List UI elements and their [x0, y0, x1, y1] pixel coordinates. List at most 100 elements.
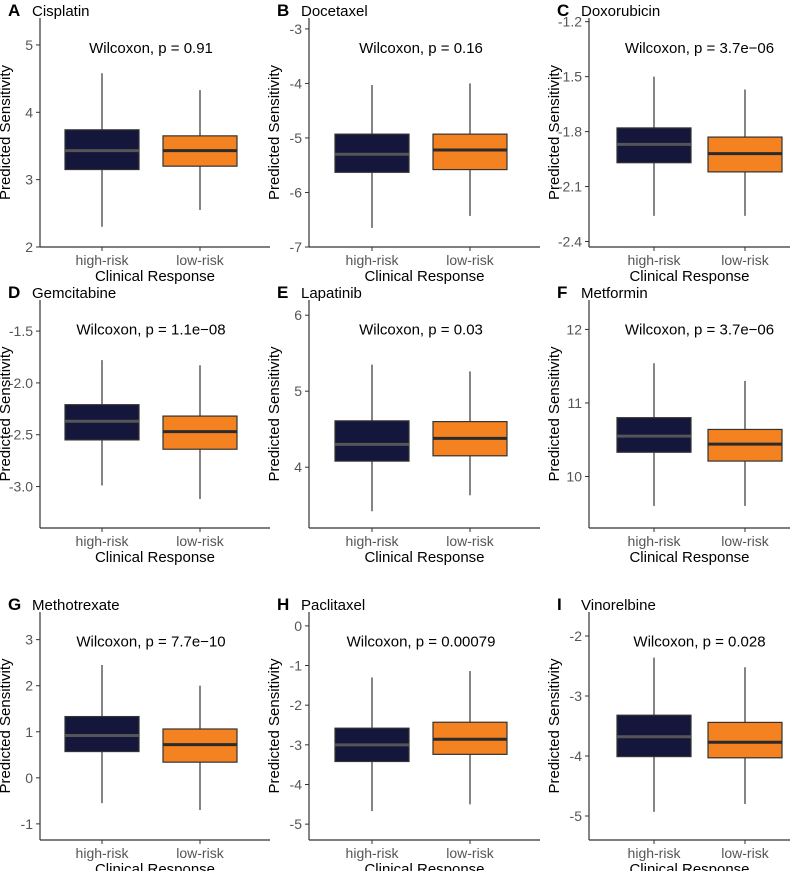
drug-title: Paclitaxel: [301, 597, 365, 614]
drug-title: Docetaxel: [301, 3, 368, 20]
y-tick-label: 10: [566, 469, 582, 485]
panel-d: D Gemcitabine Wilcoxon, p = 1.1e−08 -3.0 -2.…: [0, 283, 270, 566]
x-axis-label: Clinical Response: [95, 861, 215, 871]
box-low-risk: [432, 671, 508, 805]
box-high-risk: [64, 73, 140, 227]
wilcoxon-annotation: Wilcoxon, p = 0.16: [359, 40, 483, 57]
panel-letter: E: [277, 283, 288, 302]
x-tick-label: high-risk: [346, 252, 400, 268]
box-high-risk: [64, 360, 140, 486]
wilcoxon-annotation: Wilcoxon, p = 1.1e−08: [76, 322, 225, 339]
panel-letter: D: [8, 283, 20, 302]
y-tick-label: -5: [570, 808, 583, 824]
y-tick-label: -3: [290, 737, 303, 753]
y-tick-label: 0: [294, 618, 302, 634]
x-tick-label: low-risk: [446, 845, 494, 861]
wilcoxon-annotation: Wilcoxon, p = 0.91: [89, 40, 213, 57]
iqr-box: [334, 420, 410, 462]
box-low-risk: [707, 667, 783, 804]
panel-letter: F: [557, 283, 567, 302]
drug-title: Gemcitabine: [32, 285, 116, 302]
drug-title: Vinorelbine: [581, 597, 656, 614]
y-tick-label: 3: [25, 632, 33, 648]
iqr-box: [432, 133, 508, 171]
y-tick-label: 4: [25, 104, 33, 120]
y-tick-label: 2: [25, 678, 33, 694]
y-tick-label: -1: [290, 658, 303, 674]
panel-letter: G: [8, 595, 21, 614]
wilcoxon-annotation: Wilcoxon, p = 0.028: [633, 634, 765, 651]
panel-a: A Cisplatin Wilcoxon, p = 0.91 2 3 4 5 high-ris…: [0, 1, 270, 285]
box-high-risk: [616, 363, 692, 506]
x-tick-label: low-risk: [176, 845, 224, 861]
x-tick-label: high-risk: [628, 845, 682, 861]
y-axis-label: Predicted Sensitivity: [266, 64, 283, 200]
y-tick-label: -4: [290, 75, 303, 91]
box-low-risk: [162, 685, 238, 811]
x-axis-label: Clinical Response: [364, 549, 484, 566]
x-tick-label: low-risk: [176, 252, 224, 268]
wilcoxon-annotation: Wilcoxon, p = 3.7e−06: [625, 322, 774, 339]
panel-letter: I: [557, 595, 562, 614]
x-tick-label: high-risk: [346, 845, 400, 861]
drug-title: Metformin: [581, 285, 648, 302]
box-high-risk: [616, 76, 692, 216]
y-tick-label: -1.2: [558, 14, 582, 30]
y-tick-label: -7: [290, 239, 303, 255]
y-tick-label: 12: [566, 321, 582, 337]
y-tick-label: 0: [25, 770, 33, 786]
drug-title: Methotrexate: [32, 597, 120, 614]
x-tick-label: high-risk: [76, 252, 130, 268]
y-tick-label: -2: [290, 697, 303, 713]
panel-letter: B: [277, 1, 289, 20]
y-tick-label: -3: [570, 688, 583, 704]
y-tick-label: -4: [570, 748, 583, 764]
y-axis-label: Predicted Sensitivity: [266, 346, 283, 482]
box-high-risk: [334, 677, 410, 812]
y-tick-label: -1.5: [558, 69, 582, 85]
box-high-risk: [616, 657, 692, 812]
y-tick-label: 3: [25, 172, 33, 188]
box-low-risk: [707, 89, 783, 216]
wilcoxon-annotation: Wilcoxon, p = 7.7e−10: [76, 634, 225, 651]
y-axis-label: Predicted Sensitivity: [266, 658, 283, 794]
y-tick-label: -6: [290, 184, 303, 200]
x-axis-label: Clinical Response: [629, 861, 749, 871]
y-tick-label: 5: [294, 383, 302, 399]
y-tick-label: -1.8: [558, 124, 582, 140]
drug-title: Doxorubicin: [581, 3, 660, 20]
box-low-risk: [707, 380, 783, 506]
panel-f: F Metformin Wilcoxon, p = 3.7e−06 10 11 12 hig…: [546, 283, 790, 566]
y-tick-label: -2.1: [558, 179, 582, 195]
panel-letter: A: [8, 1, 20, 20]
x-tick-label: high-risk: [628, 252, 682, 268]
panel-e: E Lapatinib Wilcoxon, p = 0.03 4 5 6 high-risk…: [266, 283, 540, 566]
y-tick-label: -2: [570, 628, 583, 644]
panel-letter: C: [557, 1, 569, 20]
x-tick-label: high-risk: [628, 533, 682, 549]
y-tick-label: 5: [25, 37, 33, 53]
x-tick-label: high-risk: [346, 533, 400, 549]
wilcoxon-annotation: Wilcoxon, p = 0.03: [359, 322, 483, 339]
x-tick-label: low-risk: [176, 533, 224, 549]
y-tick-label: 6: [294, 307, 302, 323]
y-axis-label: Predicted Sensitivity: [0, 346, 14, 482]
box-high-risk: [334, 364, 410, 512]
y-axis-label: Predicted Sensitivity: [0, 64, 14, 200]
y-tick-label: -3: [290, 21, 303, 37]
x-axis-label: Clinical Response: [95, 268, 215, 285]
x-tick-label: low-risk: [446, 533, 494, 549]
x-axis-label: Clinical Response: [95, 549, 215, 566]
y-tick-label: -5: [290, 130, 303, 146]
y-tick-label: -2.0: [9, 375, 33, 391]
y-tick-label: -4: [290, 776, 303, 792]
y-tick-label: -2.5: [9, 427, 33, 443]
x-tick-label: low-risk: [721, 533, 769, 549]
panel-i: I Vinorelbine Wilcoxon, p = 0.028 -5 -4 -3 -2 h…: [546, 595, 790, 871]
wilcoxon-annotation: Wilcoxon, p = 0.00079: [347, 634, 496, 651]
x-tick-label: low-risk: [446, 252, 494, 268]
x-tick-label: high-risk: [76, 533, 130, 549]
x-axis-label: Clinical Response: [629, 549, 749, 566]
drug-title: Lapatinib: [301, 285, 362, 302]
iqr-box: [707, 721, 783, 759]
